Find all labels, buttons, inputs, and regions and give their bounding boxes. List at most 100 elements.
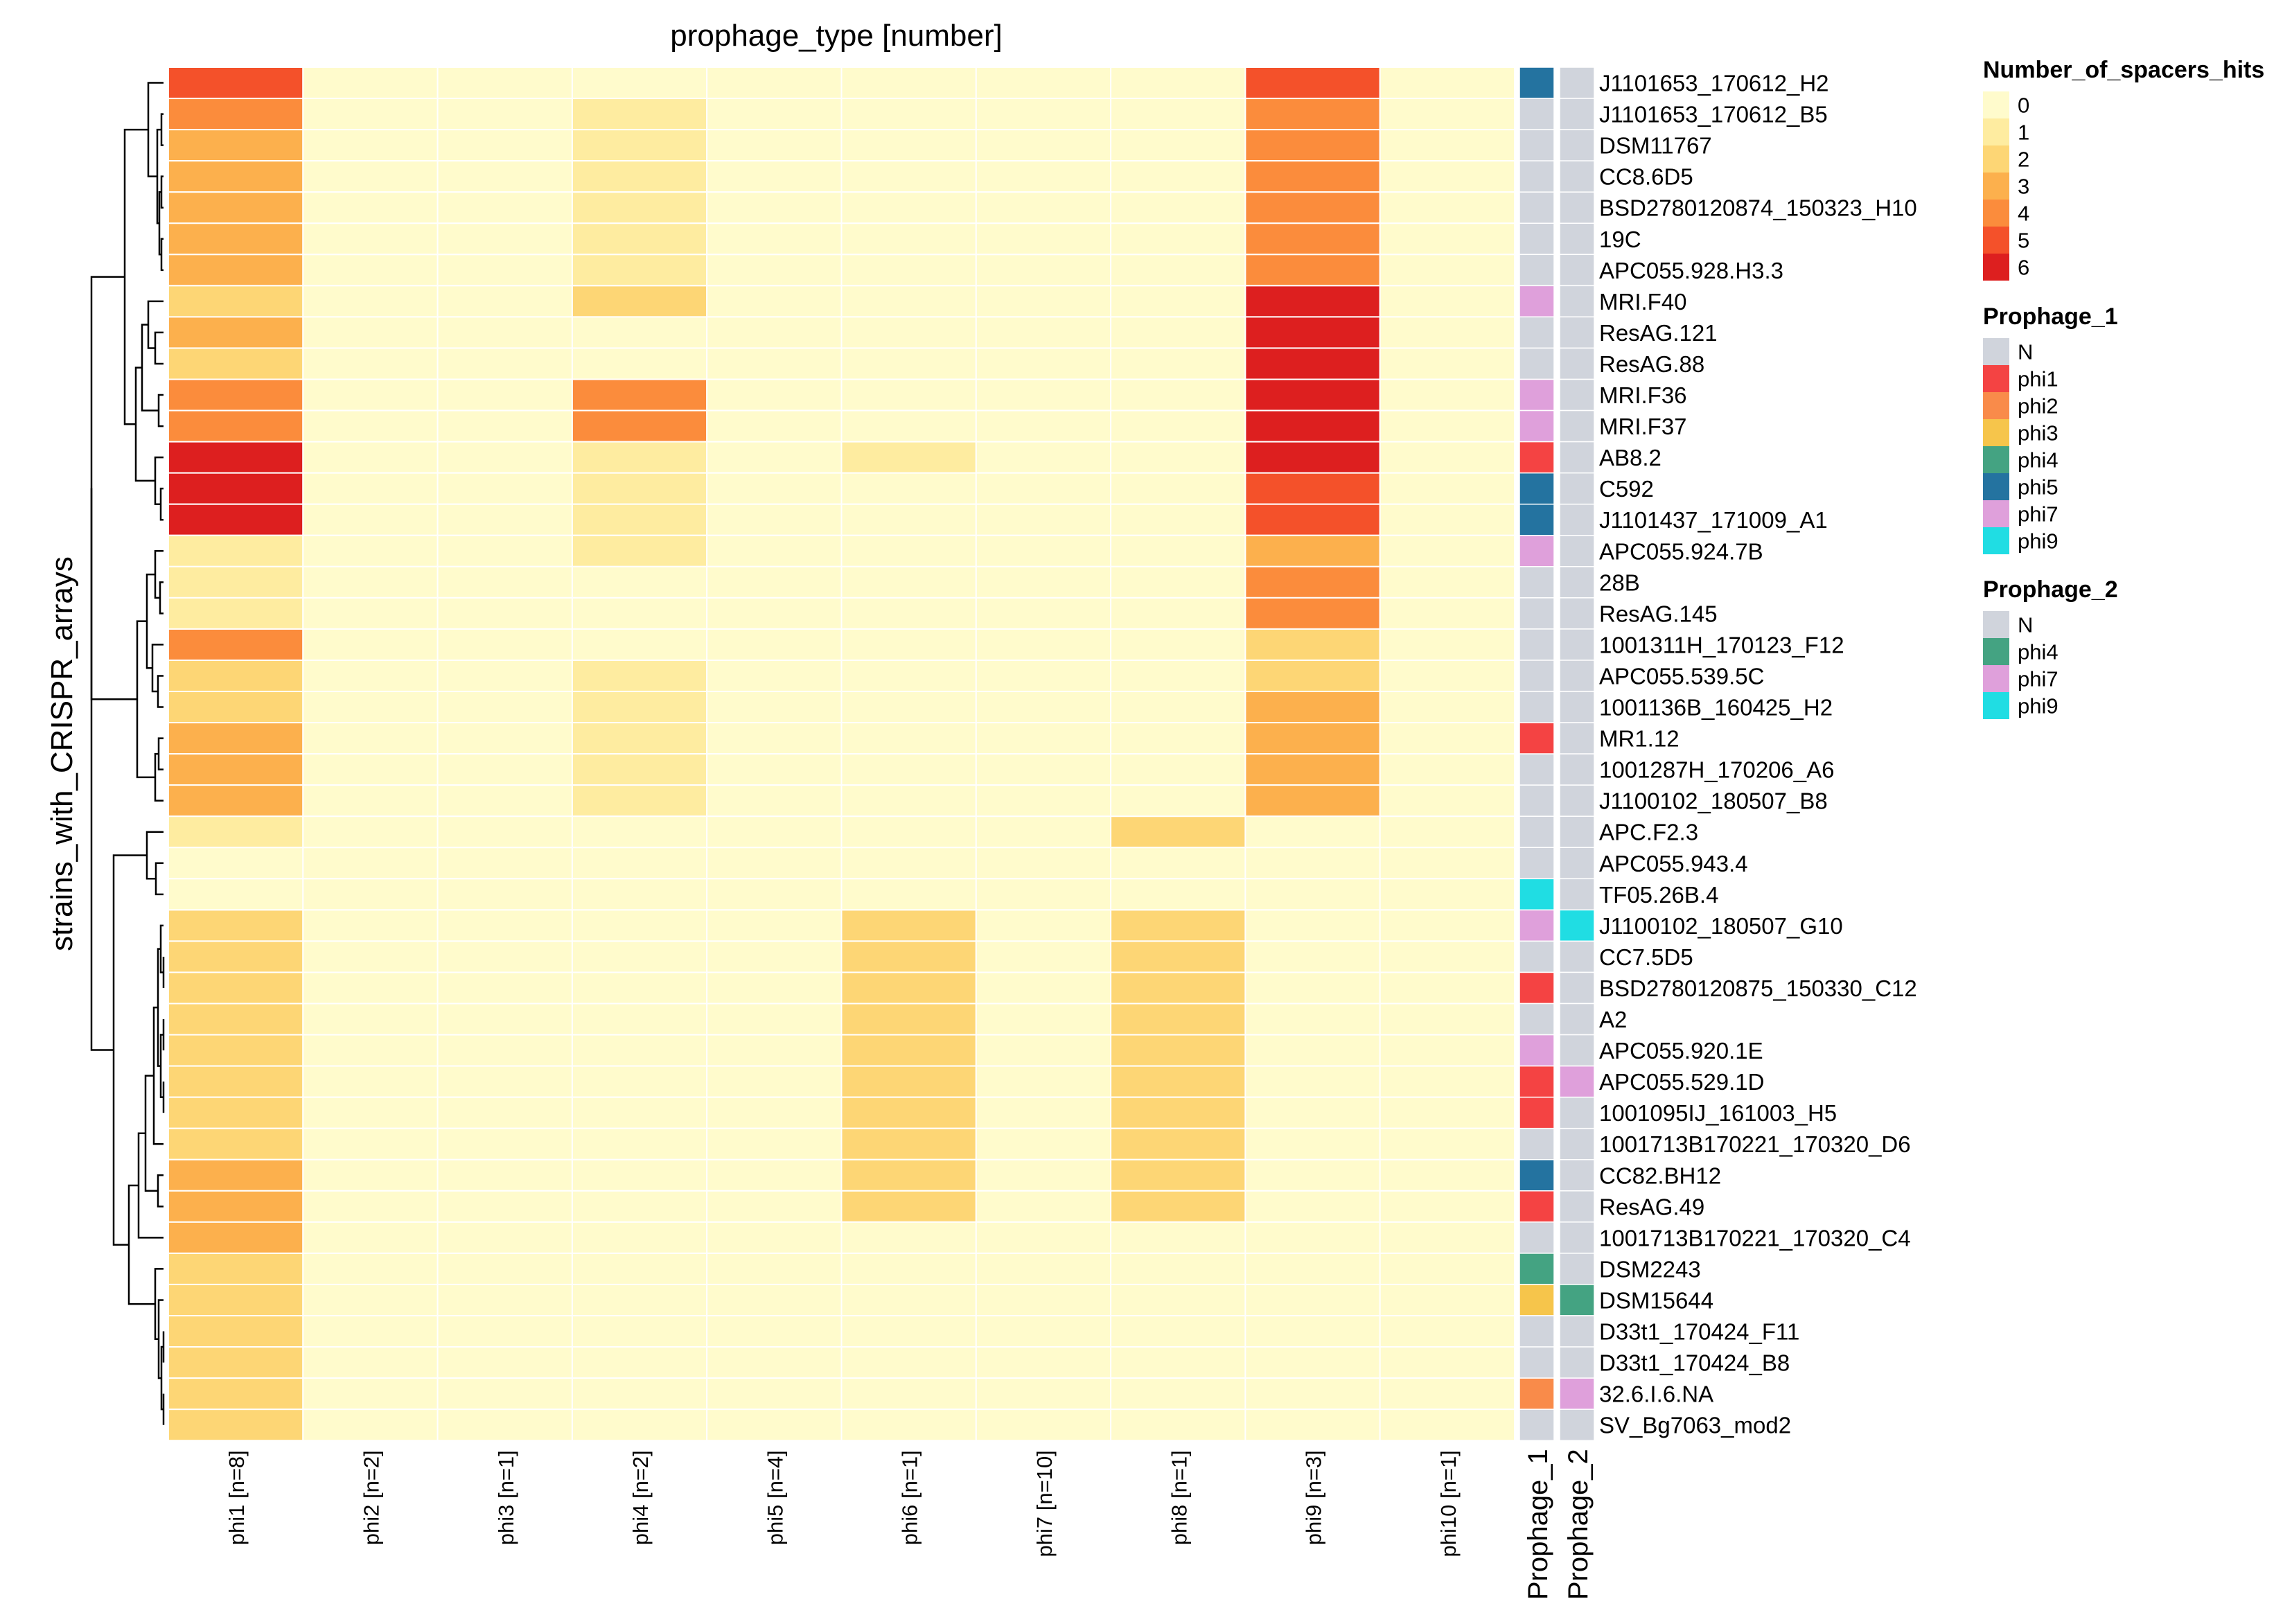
heat-cell — [1110, 628, 1246, 661]
heat-cell — [302, 160, 439, 193]
annotation-cell — [1519, 316, 1555, 349]
heat-cell — [1244, 1283, 1381, 1316]
legend-label: phi7 — [2018, 667, 2059, 691]
heat-cell — [975, 1096, 1112, 1129]
heatmap-cells — [168, 67, 1515, 1442]
heat-cell — [571, 441, 708, 474]
heat-cell — [975, 1315, 1112, 1348]
heat-cell — [168, 1283, 304, 1316]
annotation-cell — [1519, 347, 1555, 380]
heat-cell — [1379, 67, 1515, 100]
heat-cell — [1110, 1283, 1246, 1316]
row-label: APC055.928.H3.3 — [1599, 258, 1783, 283]
dendrogram-branch — [127, 1184, 155, 1305]
heat-cell — [437, 1003, 573, 1036]
annotation-cell — [1519, 129, 1555, 161]
annotation-cell — [1559, 535, 1595, 567]
annotation-cell — [1559, 316, 1595, 349]
heat-cell — [302, 1221, 439, 1254]
annotation-cell — [1559, 878, 1595, 911]
row-label: ResAG.145 — [1599, 601, 1718, 626]
row-label: AB8.2 — [1599, 445, 1661, 470]
heat-cell — [840, 1034, 977, 1067]
heat-cell — [168, 691, 304, 724]
row-label: APC.F2.3 — [1599, 820, 1698, 845]
heat-cell — [975, 1221, 1112, 1254]
heat-cell — [571, 347, 708, 380]
annotation-cell — [1559, 191, 1595, 224]
heat-cell — [706, 1346, 843, 1379]
annotation-columns — [1519, 67, 1595, 1441]
heat-cell — [1379, 753, 1515, 786]
heat-cell — [437, 1158, 573, 1192]
row-label: J1100102_180507_B8 — [1599, 788, 1828, 814]
heat-cell — [840, 722, 977, 755]
annotation-cell — [1559, 1253, 1595, 1285]
heat-cell — [1379, 565, 1515, 599]
legend-label: N — [2018, 340, 2033, 364]
heat-cell — [1379, 129, 1515, 162]
heat-cell — [437, 847, 573, 880]
heat-cell — [975, 285, 1112, 318]
heat-cell — [1110, 815, 1246, 849]
heat-cell — [168, 347, 304, 380]
annotation-cell — [1519, 1096, 1555, 1129]
heat-cell — [302, 847, 439, 880]
heat-cell — [706, 347, 843, 380]
annotation-cell — [1559, 909, 1595, 942]
heat-cell — [1244, 472, 1381, 505]
heat-cell — [840, 1190, 977, 1223]
annotation-cell — [1519, 409, 1555, 443]
heat-cell — [1244, 129, 1381, 162]
heat-cell — [706, 316, 843, 349]
heat-cell — [975, 1065, 1112, 1098]
row-label: 19C — [1599, 227, 1641, 252]
heat-cell — [571, 129, 708, 162]
annotation-cell — [1519, 1065, 1555, 1098]
annotation-cell — [1519, 597, 1555, 630]
heat-cell — [1110, 67, 1246, 100]
annotation-cell — [1559, 597, 1595, 630]
row-label: A2 — [1599, 1007, 1627, 1032]
dendrogram-branch — [141, 324, 159, 412]
heat-cell — [975, 971, 1112, 1005]
heat-cell — [571, 1190, 708, 1223]
heat-cell — [571, 1346, 708, 1379]
heat-cell — [840, 1065, 977, 1098]
column-label: phi2 [n=2] — [359, 1450, 383, 1545]
heat-cell — [706, 722, 843, 755]
heat-cell — [975, 191, 1112, 224]
annotation-cell — [1519, 1034, 1555, 1067]
legend-label: 0 — [2018, 94, 2029, 118]
heat-cell — [975, 1377, 1112, 1411]
heat-cell — [1110, 129, 1246, 162]
heat-cell — [1244, 347, 1381, 380]
heat-cell — [1110, 254, 1246, 287]
heat-cell — [302, 815, 439, 849]
heat-cell — [975, 1409, 1112, 1442]
heat-cell — [302, 1034, 439, 1067]
heat-cell — [437, 409, 573, 443]
heat-cell — [1244, 940, 1381, 973]
heat-cell — [1379, 160, 1515, 193]
heat-cell — [706, 1127, 843, 1160]
legend-swatch — [1983, 338, 2009, 365]
legend-swatch — [1983, 638, 2009, 665]
heat-cell — [437, 316, 573, 349]
heat-cell — [706, 378, 843, 412]
row-label: DSM11767 — [1599, 133, 1712, 159]
heat-cell — [1379, 534, 1515, 567]
legend-swatch — [1983, 527, 2009, 554]
heat-cell — [975, 815, 1112, 849]
heat-cell — [975, 378, 1112, 412]
heat-cell — [975, 503, 1112, 536]
heat-cell — [302, 378, 439, 412]
heat-cell — [975, 878, 1112, 911]
heat-cell — [1110, 1252, 1246, 1285]
annotation-cell — [1559, 160, 1595, 193]
heat-cell — [1244, 691, 1381, 724]
heat-cell — [437, 441, 573, 474]
annotation-cell — [1519, 722, 1555, 754]
heat-cell — [840, 254, 977, 287]
heat-cell — [975, 565, 1112, 599]
